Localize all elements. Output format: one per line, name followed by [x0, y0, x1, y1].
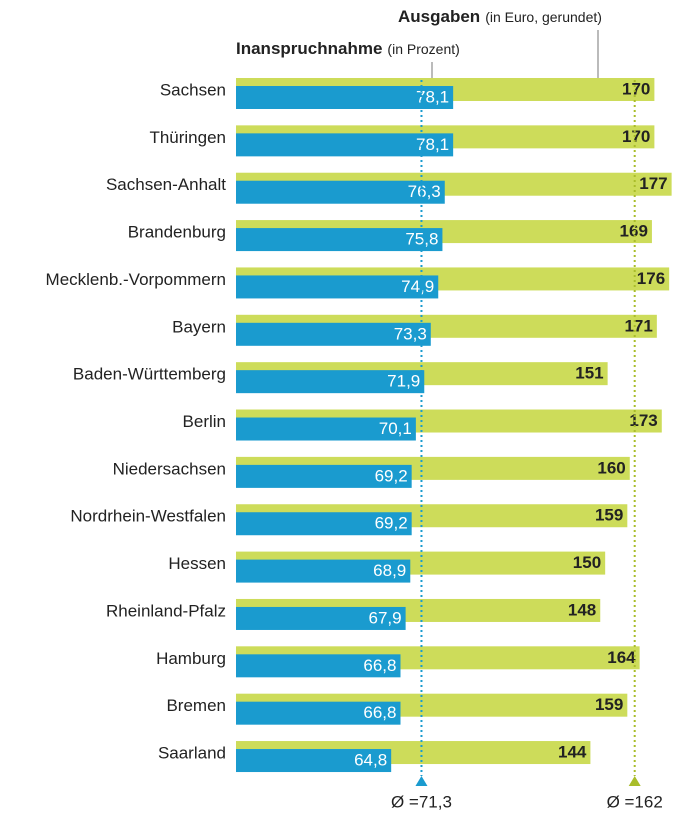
- category-label: Bremen: [166, 696, 226, 715]
- bar-inanspruchnahme: [236, 512, 412, 536]
- category-label: Nordrhein-Westfalen: [70, 507, 226, 526]
- bar-inanspruchnahme: [236, 322, 431, 346]
- average-marker: [415, 776, 428, 786]
- value-label: 151: [575, 364, 603, 383]
- category-label: Baden-Württemberg: [73, 365, 226, 384]
- value-label: 73,3: [394, 324, 427, 343]
- bar-inanspruchnahme: [236, 370, 425, 394]
- value-label: 66,8: [363, 703, 396, 722]
- value-label: 171: [624, 316, 652, 335]
- value-label: 159: [595, 506, 623, 525]
- value-label: 70,1: [379, 419, 412, 438]
- category-label: Thüringen: [149, 128, 226, 147]
- value-label: 66,8: [363, 656, 396, 675]
- category-label: Mecklenb.-Vorpommern: [46, 270, 226, 289]
- category-label: Berlin: [183, 412, 226, 431]
- average-label: Ø =71,3: [391, 792, 452, 811]
- value-label: 164: [607, 648, 636, 667]
- value-label: 74,9: [401, 277, 434, 296]
- value-label: 67,9: [369, 608, 402, 627]
- average-label: Ø =162: [607, 792, 663, 811]
- average-marker: [628, 776, 641, 786]
- value-label: 159: [595, 695, 623, 714]
- value-label: 68,9: [373, 561, 406, 580]
- bar-inanspruchnahme: [236, 133, 454, 157]
- bar-inanspruchnahme: [236, 701, 401, 725]
- bar-inanspruchnahme: [236, 464, 412, 488]
- category-label: Sachsen: [160, 80, 226, 99]
- value-label: 69,2: [375, 466, 408, 485]
- value-label: 64,8: [354, 751, 387, 770]
- value-label: 76,3: [408, 182, 441, 201]
- bar-inanspruchnahme: [236, 228, 443, 252]
- value-label: 176: [637, 269, 665, 288]
- value-label: 69,2: [375, 514, 408, 533]
- category-label: Sachsen-Anhalt: [106, 175, 226, 194]
- value-label: 170: [622, 79, 650, 98]
- legend-unit: (in Prozent): [387, 41, 459, 57]
- category-label: Saarland: [158, 744, 226, 763]
- bar-inanspruchnahme: [236, 654, 401, 678]
- value-label: 78,1: [416, 135, 449, 154]
- legend-unit: (in Euro, gerundet): [485, 9, 602, 25]
- value-label: 150: [573, 553, 601, 572]
- category-label: Rheinland-Pfalz: [106, 601, 226, 620]
- value-label: 144: [558, 743, 587, 762]
- value-label: 71,9: [387, 372, 420, 391]
- value-label: 75,8: [405, 230, 438, 249]
- value-label: 78,1: [416, 87, 449, 106]
- bar-inanspruchnahme: [236, 417, 416, 441]
- bar-inanspruchnahme: [236, 606, 406, 630]
- legend-ausgaben: Ausgaben (in Euro, gerundet): [398, 7, 602, 26]
- category-label: Brandenburg: [128, 223, 226, 242]
- category-label: Hamburg: [156, 649, 226, 668]
- bar-inanspruchnahme: [236, 749, 392, 773]
- value-label: 173: [629, 411, 657, 430]
- value-label: 160: [597, 458, 625, 477]
- legend-name: Ausgaben: [398, 7, 480, 26]
- bar-inanspruchnahme: [236, 559, 411, 583]
- value-label: 170: [622, 127, 650, 146]
- category-label: Bayern: [172, 317, 226, 336]
- category-label: Niedersachsen: [113, 459, 226, 478]
- bar-inanspruchnahme: [236, 275, 439, 299]
- value-label: 148: [568, 600, 596, 619]
- bar-inanspruchnahme: [236, 86, 454, 109]
- value-label: 177: [639, 174, 667, 193]
- legend-name: Inanspruchnahme: [236, 39, 382, 58]
- bar-inanspruchnahme: [236, 180, 445, 204]
- legend-inanspruchnahme: Inanspruchnahme (in Prozent): [236, 39, 460, 58]
- category-label: Hessen: [168, 554, 226, 573]
